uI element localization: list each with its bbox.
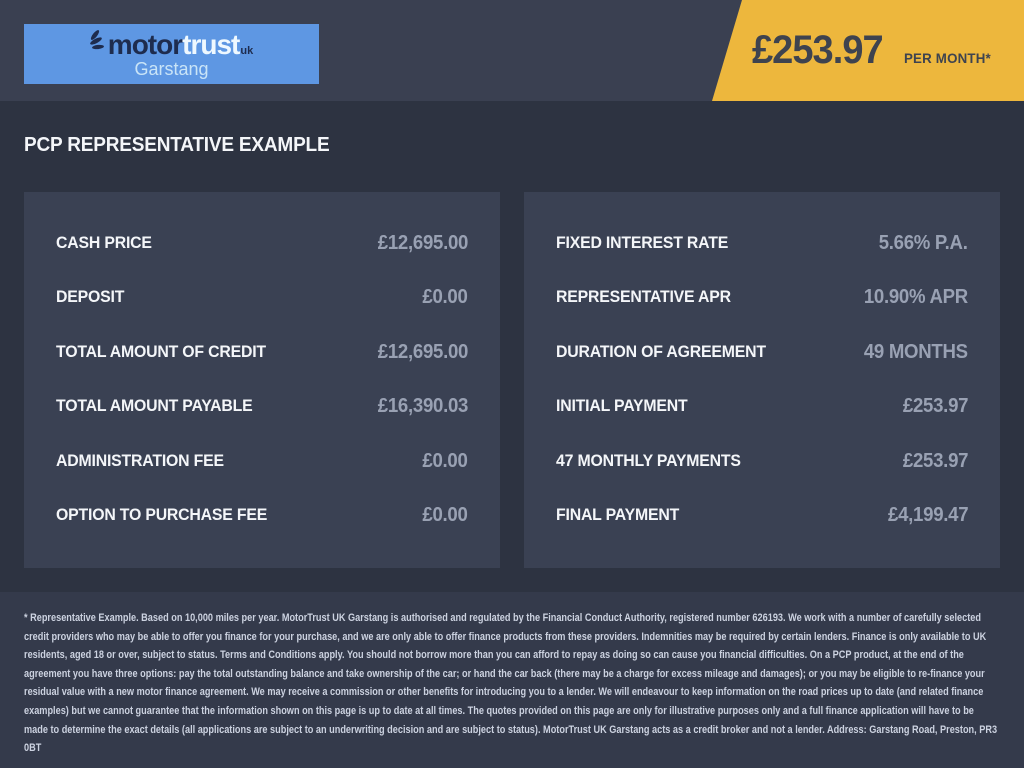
finance-row-value: £12,695.00 [377,231,469,254]
finance-row-label: OPTION TO PURCHASE FEE [56,506,268,525]
finance-row-label: TOTAL AMOUNT PAYABLE [56,397,253,416]
finance-row: FINAL PAYMENT £4,199.47 [556,489,968,544]
monthly-price-banner: £253.97 PER MONTH* [712,0,1024,101]
finance-row-label: INITIAL PAYMENT [556,397,688,416]
finance-row-value: £16,390.03 [377,395,469,418]
footer-band: * Representative Example. Based on 10,00… [0,592,1024,768]
finance-row-label: 47 MONTHLY PAYMENTS [556,451,741,470]
finance-row-label: CASH PRICE [56,233,152,252]
finance-row: TOTAL AMOUNT OF CREDIT £12,695.00 [56,325,468,380]
finance-row-label: ADMINISTRATION FEE [56,451,224,470]
finance-row-value: 49 MONTHS [864,340,968,363]
finance-row: INITIAL PAYMENT £253.97 [556,380,968,435]
finance-row: REPRESENTATIVE APR 10.90% APR [556,271,968,326]
finance-row-label: FIXED INTEREST RATE [556,233,729,252]
finance-row-value: £0.00 [422,504,468,527]
finance-row: FIXED INTEREST RATE 5.66% P.A. [556,216,968,271]
finance-row-value: 10.90% APR [863,286,968,309]
finance-row-value: 5.66% P.A. [879,231,968,254]
finance-row-label: DURATION OF AGREEMENT [556,342,766,361]
header-band: motor trust uk Garstang £253.97 PER MONT… [0,0,1024,101]
finance-row-label: TOTAL AMOUNT OF CREDIT [56,342,266,361]
logo-wordmark: motor trust uk [89,28,254,60]
logo-text-trust: trust [182,28,240,60]
finance-row-value: £253.97 [902,449,969,472]
logo-text-uk: uk [240,44,254,57]
monthly-price: £253.97 [752,28,884,72]
finance-row: CASH PRICE £12,695.00 [56,216,468,271]
finance-row: 47 MONTHLY PAYMENTS £253.97 [556,434,968,489]
logo-location: Garstang [134,58,209,79]
finance-row: OPTION TO PURCHASE FEE £0.00 [56,489,468,544]
finance-row-value: £253.97 [902,395,969,418]
finance-panel-right: FIXED INTEREST RATE 5.66% P.A. REPRESENT… [524,192,1000,568]
finance-panel-left: CASH PRICE £12,695.00 DEPOSIT £0.00 TOTA… [24,192,500,568]
per-month-label: PER MONTH* [903,49,991,66]
finance-row-value: £4,199.47 [887,504,969,527]
leaf-fan-icon [89,29,107,56]
dealer-logo: motor trust uk Garstang [24,24,319,84]
representative-example-disclaimer: * Representative Example. Based on 10,00… [24,612,998,755]
finance-row-label: REPRESENTATIVE APR [556,288,731,307]
finance-row: ADMINISTRATION FEE £0.00 [56,434,468,489]
finance-row-label: DEPOSIT [56,288,125,307]
logo-text-motor: motor [107,28,183,60]
finance-row-value: £0.00 [422,286,468,309]
finance-row-value: £0.00 [422,449,468,472]
finance-row-label: FINAL PAYMENT [556,506,680,525]
page-title: PCP REPRESENTATIVE EXAMPLE [24,134,330,156]
finance-row: DEPOSIT £0.00 [56,271,468,326]
finance-row-value: £12,695.00 [377,340,469,363]
finance-row: DURATION OF AGREEMENT 49 MONTHS [556,325,968,380]
finance-row: TOTAL AMOUNT PAYABLE £16,390.03 [56,380,468,435]
